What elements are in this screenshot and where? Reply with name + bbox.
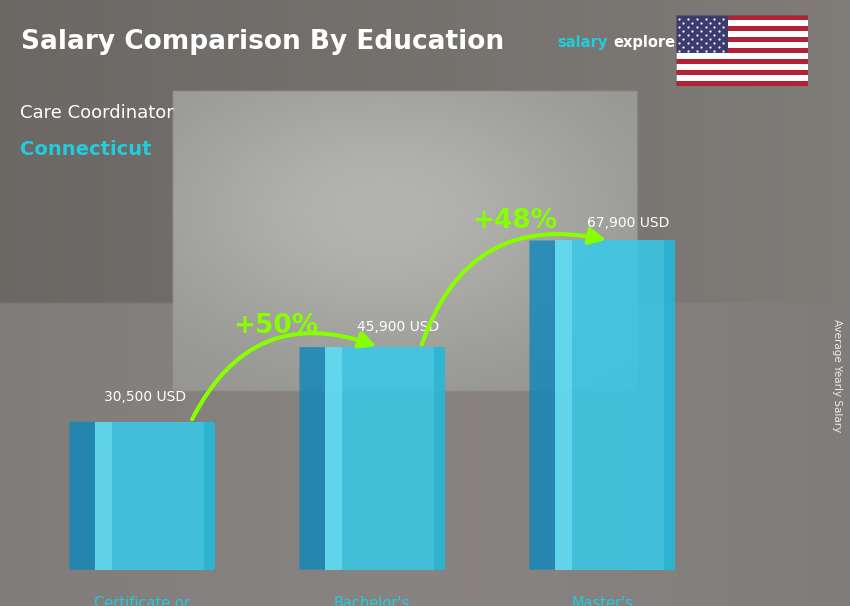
Bar <box>676 15 728 53</box>
Polygon shape <box>204 422 215 570</box>
Polygon shape <box>95 422 215 570</box>
Text: 45,900 USD: 45,900 USD <box>357 320 439 334</box>
Polygon shape <box>326 347 342 570</box>
Polygon shape <box>326 347 445 570</box>
Polygon shape <box>530 241 555 570</box>
Bar <box>676 47 807 53</box>
Text: Care Coordinator: Care Coordinator <box>20 104 174 122</box>
Bar <box>676 25 807 31</box>
Bar <box>676 42 807 47</box>
Bar <box>676 31 807 36</box>
Polygon shape <box>434 347 445 570</box>
Text: .com: .com <box>687 35 726 50</box>
Text: Salary Comparison By Education: Salary Comparison By Education <box>21 29 504 55</box>
Text: Connecticut: Connecticut <box>20 140 152 159</box>
Text: Certificate or
Diploma: Certificate or Diploma <box>94 596 190 606</box>
Text: +50%: +50% <box>233 313 319 339</box>
Text: +48%: +48% <box>473 208 558 234</box>
Bar <box>676 64 807 70</box>
Text: 67,900 USD: 67,900 USD <box>587 216 670 230</box>
Bar <box>676 15 807 20</box>
Polygon shape <box>555 241 675 570</box>
Bar <box>676 36 807 42</box>
Polygon shape <box>70 422 95 570</box>
Text: salary: salary <box>557 35 607 50</box>
Polygon shape <box>664 241 675 570</box>
Bar <box>676 75 807 81</box>
Bar <box>676 70 807 75</box>
Bar <box>676 53 807 59</box>
Bar <box>676 20 807 25</box>
Polygon shape <box>555 241 572 570</box>
Text: Master's
Degree: Master's Degree <box>571 596 633 606</box>
Text: Average Yearly Salary: Average Yearly Salary <box>832 319 842 432</box>
Polygon shape <box>95 422 111 570</box>
Bar <box>676 81 807 86</box>
Text: Bachelor's
Degree: Bachelor's Degree <box>334 596 411 606</box>
Text: explorer: explorer <box>614 35 683 50</box>
Bar <box>676 59 807 64</box>
Polygon shape <box>299 347 326 570</box>
Text: 30,500 USD: 30,500 USD <box>105 390 186 404</box>
